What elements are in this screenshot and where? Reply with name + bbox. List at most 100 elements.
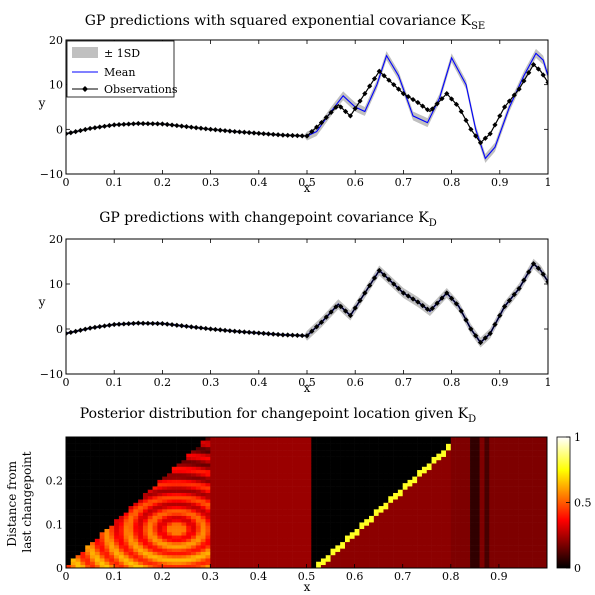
heatmap-cell — [210, 437, 216, 441]
heatmap-cell — [210, 564, 216, 569]
heatmap-cell — [195, 469, 201, 474]
observation-point — [169, 322, 175, 328]
heatmap-cell — [152, 512, 158, 516]
heatmap-cell — [369, 515, 375, 520]
observation-point — [487, 131, 493, 137]
heatmap-cell — [431, 469, 437, 474]
heatmap-cell — [518, 512, 524, 516]
heatmap-cell — [99, 437, 105, 441]
heatmap-cell — [518, 495, 524, 500]
heatmap-cell — [191, 525, 197, 529]
heatmap-cell — [421, 541, 428, 546]
heatmap-cell — [537, 479, 543, 484]
heatmap-cell — [421, 515, 428, 520]
heatmap-cell — [109, 437, 115, 441]
heatmap-cell — [513, 525, 519, 529]
heatmap-cell — [325, 453, 331, 457]
heatmap-cell — [243, 505, 250, 510]
heatmap-cell — [248, 561, 254, 566]
heatmap-cell — [359, 512, 365, 516]
heatmap-cell — [210, 479, 216, 484]
heatmap-cell — [205, 443, 211, 448]
heatmap-cell — [70, 476, 76, 480]
heatmap-cell — [224, 473, 230, 477]
chart3-ylabel-line2: last changepoint — [20, 451, 34, 552]
heatmap-cell — [537, 459, 543, 464]
heatmap-cell — [268, 466, 274, 471]
heatmap-cell — [489, 541, 495, 546]
chart2-ylabel: y — [38, 295, 46, 309]
heatmap-cell — [450, 528, 456, 533]
heatmap-cell — [123, 495, 129, 500]
heatmap-cell — [152, 466, 158, 471]
heatmap-cell — [80, 509, 86, 513]
heatmap-cell — [431, 486, 437, 490]
heatmap-cell — [532, 440, 538, 444]
heatmap-cell — [489, 437, 495, 441]
heatmap-cell — [94, 538, 100, 543]
heatmap-cell — [450, 489, 456, 493]
heatmap-cell — [282, 443, 288, 448]
heatmap-cell — [479, 479, 485, 484]
heatmap-cell — [407, 453, 413, 457]
heatmap-cell — [70, 440, 76, 444]
heatmap-cell — [104, 541, 110, 546]
heatmap-cell — [306, 479, 312, 484]
heatmap-cell — [253, 518, 259, 523]
heatmap-cell — [407, 558, 413, 562]
heatmap-cell — [407, 554, 413, 559]
heatmap-cell — [436, 443, 442, 448]
heatmap-cell — [219, 551, 226, 556]
observation-point — [458, 308, 464, 314]
heatmap-cell — [393, 515, 399, 520]
heatmap-cell — [133, 489, 139, 493]
heatmap-cell — [393, 446, 399, 451]
heatmap-cell — [354, 443, 360, 448]
heatmap-cell — [263, 531, 269, 536]
heatmap-cell — [80, 495, 86, 500]
x-tick-label: 0.3 — [202, 376, 220, 389]
heatmap-cell — [354, 538, 360, 543]
heatmap-cell — [239, 482, 245, 487]
heatmap-cell — [215, 551, 221, 556]
heatmap-cell — [508, 545, 514, 549]
heatmap-cell — [66, 486, 72, 490]
heatmap-cell — [282, 541, 288, 546]
heatmap-cell — [494, 446, 500, 451]
heatmap-cell — [383, 561, 389, 566]
heatmap-cell — [258, 492, 264, 497]
heatmap-cell — [426, 492, 432, 497]
heatmap-cell — [118, 499, 125, 503]
heatmap-cell — [369, 492, 375, 497]
chart2-plot-frame — [65, 238, 549, 375]
heatmap-cell — [532, 528, 538, 533]
heatmap-cell — [489, 446, 495, 451]
observation-point — [285, 332, 291, 338]
heatmap-cell — [325, 440, 331, 444]
heatmap-cell — [393, 492, 399, 497]
heatmap-cell — [272, 492, 278, 497]
heatmap-cell — [296, 440, 302, 444]
heatmap-cell — [128, 541, 134, 546]
observation-point — [150, 320, 156, 327]
heatmap-cell — [152, 443, 158, 448]
heatmap-cell — [455, 473, 461, 477]
observation-point — [116, 121, 122, 128]
heatmap-cell — [152, 456, 158, 461]
heatmap-cell — [460, 495, 466, 500]
heatmap-cell — [85, 558, 91, 562]
heatmap-cell — [378, 502, 384, 507]
heatmap-cell — [205, 469, 211, 474]
heatmap-cell — [181, 463, 187, 467]
heatmap-cell — [397, 443, 403, 448]
heatmap-cell — [518, 545, 524, 549]
heatmap-cell — [311, 495, 317, 500]
heatmap-cell — [335, 522, 341, 526]
heatmap-cell — [397, 476, 403, 480]
heatmap-cell — [277, 525, 283, 529]
heatmap-cell — [474, 437, 480, 441]
heatmap-cell — [215, 482, 221, 487]
heatmap-cell — [205, 525, 211, 529]
heatmap-cell — [171, 450, 177, 454]
heatmap-cell — [431, 512, 437, 516]
